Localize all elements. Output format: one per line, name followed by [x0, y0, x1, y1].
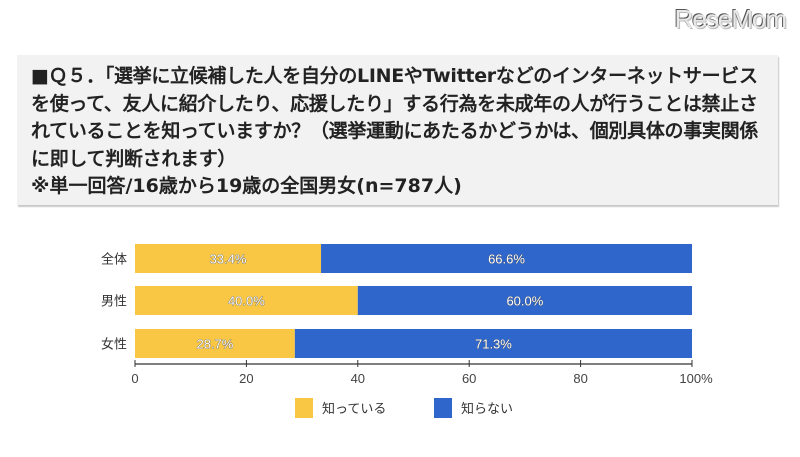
legend-swatch-unknown — [434, 398, 452, 418]
sample-note: ※単一回答/16歳から19歳の全国男女(n=787人) — [31, 175, 462, 197]
x-tick-label: 80 — [573, 371, 587, 386]
bar-segment-known — [135, 286, 358, 315]
bar-data-label: 28.7% — [196, 337, 233, 352]
legend-label: 知っている — [322, 401, 386, 417]
question-box: ■Ｑ５．「選挙に立候補した人を自分のLINEやTwitterなどのインターネット… — [17, 55, 778, 205]
bar-segment-unknown — [321, 244, 692, 273]
x-tick-label: 40 — [351, 371, 365, 386]
bar-data-label: 60.0% — [506, 294, 543, 309]
bar-segment-unknown — [357, 286, 692, 315]
x-tick-label: 0 — [131, 371, 138, 386]
legend-label: 知らない — [461, 401, 513, 417]
bar-data-label: 71.3% — [475, 337, 512, 352]
bar-segment-known — [135, 329, 295, 358]
question-text: ■Ｑ５．「選挙に立候補した人を自分のLINEやTwitterなどのインターネット… — [31, 65, 759, 170]
category-label: 女性 — [101, 337, 127, 353]
legend-swatch-known — [295, 398, 313, 418]
bar-data-label: 40.0% — [228, 294, 265, 309]
bar-data-label: 66.6% — [488, 252, 525, 267]
x-tick-label: 100% — [679, 371, 713, 386]
bar-segment-known — [135, 244, 322, 273]
resemom-logo: ReseMom — [674, 4, 787, 34]
category-label: 男性 — [101, 295, 127, 310]
x-tick-label: 60 — [462, 371, 476, 386]
bar-segment-unknown — [294, 329, 692, 358]
category-label: 全体 — [101, 252, 127, 268]
x-tick-label: 20 — [239, 371, 253, 386]
bar-data-label: 33.4% — [210, 252, 247, 267]
